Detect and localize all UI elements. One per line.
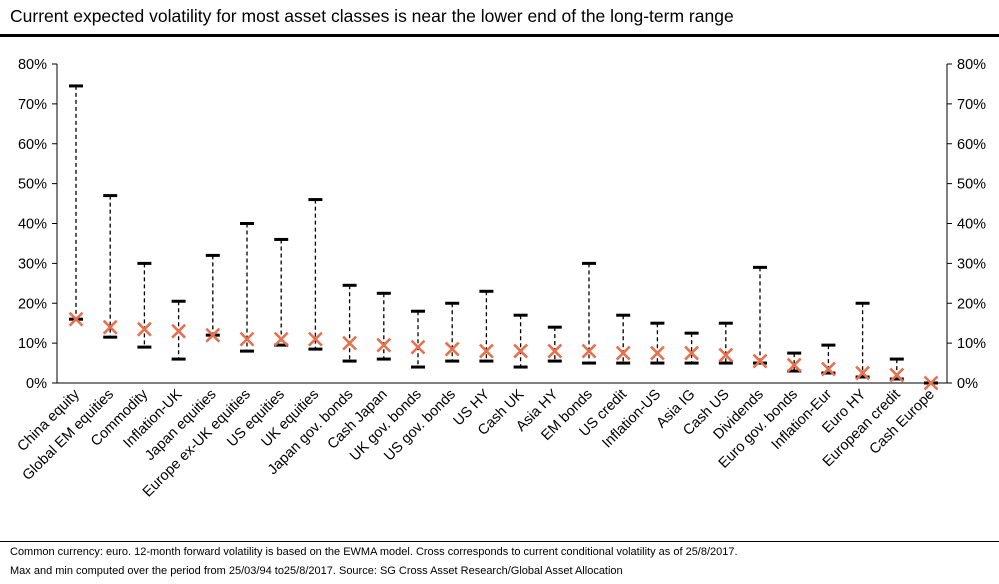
current-volatility-marker — [718, 347, 734, 363]
current-volatility-marker — [205, 327, 221, 343]
y-tick-label-right: 80% — [957, 57, 986, 73]
current-volatility-marker — [410, 339, 426, 355]
y-tick-label-right: 50% — [957, 177, 986, 193]
current-volatility-marker — [547, 343, 563, 359]
volatility-range-chart: 0% 0% 10% 10% 20% 20% 30% 30% 40% 40% 50% 50% 60% 60%… — [15, 57, 987, 500]
current-volatility-marker — [68, 311, 84, 327]
current-volatility-marker — [239, 331, 255, 347]
y-tick-label-left: 80% — [18, 57, 47, 73]
current-volatility-marker — [581, 343, 597, 359]
current-volatility-marker — [923, 375, 939, 391]
y-tick-label-right: 60% — [957, 137, 986, 153]
footnote-methodology: Common currency: euro. 12-month forward … — [10, 546, 738, 558]
footer-divider — [0, 541, 999, 542]
current-volatility-marker — [820, 361, 836, 377]
y-tick-label-right: 30% — [957, 256, 986, 272]
current-volatility-marker — [513, 343, 529, 359]
current-volatility-marker — [889, 367, 905, 383]
current-volatility-marker — [649, 345, 665, 361]
current-volatility-marker — [342, 335, 358, 351]
y-tick-label-left: 20% — [18, 296, 47, 312]
y-tick-label-left: 10% — [18, 336, 47, 352]
current-volatility-marker — [684, 345, 700, 361]
current-volatility-marker — [786, 357, 802, 373]
y-tick-label-right: 70% — [957, 97, 986, 113]
current-volatility-marker — [102, 319, 118, 335]
current-volatility-marker — [376, 337, 392, 353]
y-tick-label-right: 40% — [957, 217, 986, 233]
current-volatility-marker — [444, 341, 460, 357]
title-divider — [0, 34, 999, 37]
y-tick-label-left: 50% — [18, 177, 47, 193]
current-volatility-marker — [752, 353, 768, 369]
y-tick-label-left: 0% — [26, 376, 47, 392]
current-volatility-marker — [136, 321, 152, 337]
footnote-source: Max and min computed over the period fro… — [10, 565, 623, 577]
current-volatility-marker — [478, 343, 494, 359]
current-volatility-marker — [307, 331, 323, 347]
y-tick-label-left: 30% — [18, 256, 47, 272]
y-tick-label-left: 60% — [18, 137, 47, 153]
chart-title: Current expected volatility for most ass… — [10, 6, 734, 26]
current-volatility-marker — [615, 345, 631, 361]
current-volatility-marker — [273, 331, 289, 347]
current-volatility-marker — [171, 323, 187, 339]
y-tick-label-left: 40% — [18, 217, 47, 233]
y-tick-label-right: 20% — [957, 296, 986, 312]
current-volatility-marker — [855, 365, 871, 381]
y-tick-label-right: 10% — [957, 336, 986, 352]
y-tick-label-right: 0% — [957, 376, 978, 392]
y-tick-label-left: 70% — [18, 97, 47, 113]
